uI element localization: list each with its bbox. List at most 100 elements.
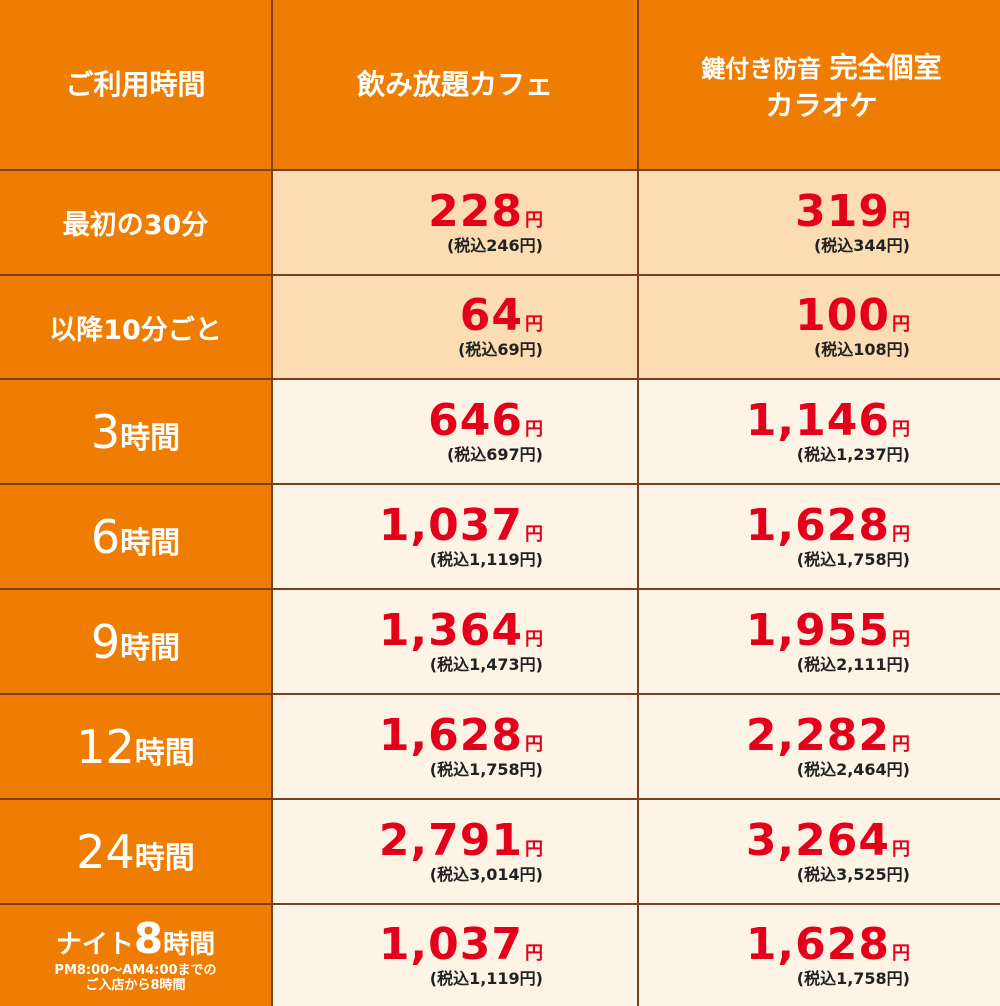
- row-label-num: 24: [76, 824, 135, 879]
- price-unit: 円: [892, 838, 910, 860]
- karaoke-price-cell: 1,955 円 (税込2,111円): [639, 590, 1000, 693]
- price-unit: 円: [525, 418, 543, 440]
- night-label-main: ナイト8時間: [56, 918, 215, 960]
- price-amount: 228: [428, 185, 523, 237]
- price-tax: (税込108円): [813, 340, 910, 359]
- karaoke-price-cell: 2,282 円 (税込2,464円): [639, 695, 1000, 798]
- night-prefix: ナイト: [55, 930, 134, 960]
- cafe-price: 646 円 (税込697円): [428, 398, 543, 465]
- row-label-6h: 6時間: [0, 485, 271, 588]
- price-amount: 1,037: [378, 918, 523, 970]
- price-amount: 1,628: [745, 499, 890, 551]
- price-amount: 1,955: [745, 604, 890, 656]
- night-subtext-duration: ご入店から8時間: [85, 978, 186, 993]
- price-tax: (税込1,119円): [429, 549, 543, 569]
- price-amount: 100: [795, 290, 890, 341]
- row-label-first-30: 最初の30分: [0, 171, 271, 274]
- price-unit: 円: [525, 314, 543, 335]
- price-amount: 319: [795, 185, 890, 237]
- price-unit: 円: [892, 733, 910, 755]
- price-amount: 1,037: [378, 499, 523, 551]
- karaoke-price-cell: 1,628 円 (税込1,758円): [639, 905, 1000, 1006]
- cafe-price: 1,037 円 (税込1,119円): [379, 922, 543, 989]
- cafe-price-cell: 1,037 円 (税込1,119円): [273, 485, 637, 588]
- price-unit: 円: [525, 523, 543, 545]
- row-label-24h: 24時間: [0, 800, 271, 903]
- price-amount: 2,791: [378, 814, 523, 866]
- header-karaoke-line2: カラオケ: [765, 88, 878, 122]
- price-unit: 円: [525, 209, 543, 231]
- karaoke-price-cell: 1,628 円 (税込1,758円): [639, 485, 1000, 588]
- karaoke-price: 319 円 (税込344円): [795, 189, 910, 256]
- price-tax: (税込1,758円): [429, 759, 543, 779]
- price-unit: 円: [892, 628, 910, 650]
- price-amount: 1,628: [745, 918, 890, 970]
- price-amount: 2,282: [745, 709, 890, 761]
- karaoke-price-cell: 1,146 円 (税込1,237円): [639, 380, 1000, 483]
- header-karaoke-main: 完全個室: [829, 50, 942, 84]
- price-amount: 1,146: [745, 394, 890, 446]
- price-unit: 円: [525, 942, 543, 964]
- price-amount: 1,364: [378, 604, 523, 656]
- karaoke-price: 1,628 円 (税込1,758円): [746, 922, 910, 989]
- cafe-price-cell: 1,628 円 (税込1,758円): [273, 695, 637, 798]
- cafe-price-cell: 646 円 (税込697円): [273, 380, 637, 483]
- price-tax: (税込2,111円): [796, 654, 910, 674]
- karaoke-price: 1,146 円 (税込1,237円): [746, 398, 910, 465]
- row-label-num: 3: [90, 404, 121, 459]
- row-label-num: 6: [90, 509, 121, 564]
- row-label-num: 8: [133, 914, 164, 963]
- row-label-unit: 時間: [134, 735, 195, 771]
- row-label-night-8h: ナイト8時間 PM8:00～AM4:00までの ご入店から8時間: [0, 905, 271, 1006]
- row-label-unit: 時間: [120, 525, 181, 561]
- price-tax: (税込697円): [446, 444, 543, 464]
- price-tax: (税込246円): [446, 235, 543, 255]
- karaoke-price: 1,628 円 (税込1,758円): [746, 503, 910, 570]
- price-amount: 3,264: [745, 814, 890, 866]
- price-unit: 円: [892, 942, 910, 964]
- cafe-price-cell: 1,037 円 (税込1,119円): [273, 905, 637, 1006]
- price-unit: 円: [892, 523, 910, 545]
- row-label-unit: 時間: [163, 930, 216, 960]
- cafe-price-cell: 228 円 (税込246円): [273, 171, 637, 274]
- cafe-price: 1,037 円 (税込1,119円): [379, 503, 543, 570]
- row-label-12h: 12時間: [0, 695, 271, 798]
- cafe-price: 64 円 (税込69円): [458, 294, 543, 360]
- cafe-price: 2,791 円 (税込3,014円): [379, 818, 543, 885]
- header-cafe: 飲み放題カフェ: [273, 0, 637, 169]
- karaoke-price: 2,282 円 (税込2,464円): [746, 713, 910, 780]
- price-unit: 円: [892, 314, 910, 335]
- karaoke-price-cell: 100 円 (税込108円): [639, 276, 1000, 378]
- row-label-unit: 時間: [120, 630, 181, 666]
- row-label-every-10: 以降10分ごと: [0, 276, 271, 378]
- karaoke-price-cell: 319 円 (税込344円): [639, 171, 1000, 274]
- cafe-price-cell: 2,791 円 (税込3,014円): [273, 800, 637, 903]
- price-amount: 64: [459, 290, 523, 341]
- karaoke-price: 1,955 円 (税込2,111円): [746, 608, 910, 675]
- cafe-price-cell: 64 円 (税込69円): [273, 276, 637, 378]
- header-karaoke-line1: 鍵付き防音 完全個室: [701, 47, 941, 89]
- price-unit: 円: [892, 209, 910, 231]
- price-amount: 1,628: [378, 709, 523, 761]
- karaoke-price: 3,264 円 (税込3,525円): [746, 818, 910, 885]
- price-amount: 646: [428, 394, 523, 446]
- karaoke-price: 100 円 (税込108円): [795, 294, 910, 360]
- header-cafe-label: 飲み放題カフェ: [356, 67, 553, 101]
- price-tax: (税込344円): [813, 235, 910, 255]
- cafe-price: 1,628 円 (税込1,758円): [379, 713, 543, 780]
- price-unit: 円: [525, 733, 543, 755]
- header-karaoke: 鍵付き防音 完全個室 カラオケ: [639, 0, 1000, 169]
- price-tax: (税込69円): [458, 340, 543, 359]
- row-label-text: 以降10分ごと: [49, 314, 222, 346]
- price-tax: (税込1,758円): [796, 549, 910, 569]
- header-usage-time: ご利用時間: [0, 0, 271, 169]
- price-tax: (税込1,473円): [429, 654, 543, 674]
- price-unit: 円: [892, 418, 910, 440]
- price-unit: 円: [525, 838, 543, 860]
- price-tax: (税込1,119円): [429, 968, 543, 988]
- price-unit: 円: [525, 628, 543, 650]
- cafe-price-cell: 1,364 円 (税込1,473円): [273, 590, 637, 693]
- row-label-unit: 時間: [120, 420, 181, 456]
- row-label-num: 9: [90, 614, 121, 669]
- row-label-9h: 9時間: [0, 590, 271, 693]
